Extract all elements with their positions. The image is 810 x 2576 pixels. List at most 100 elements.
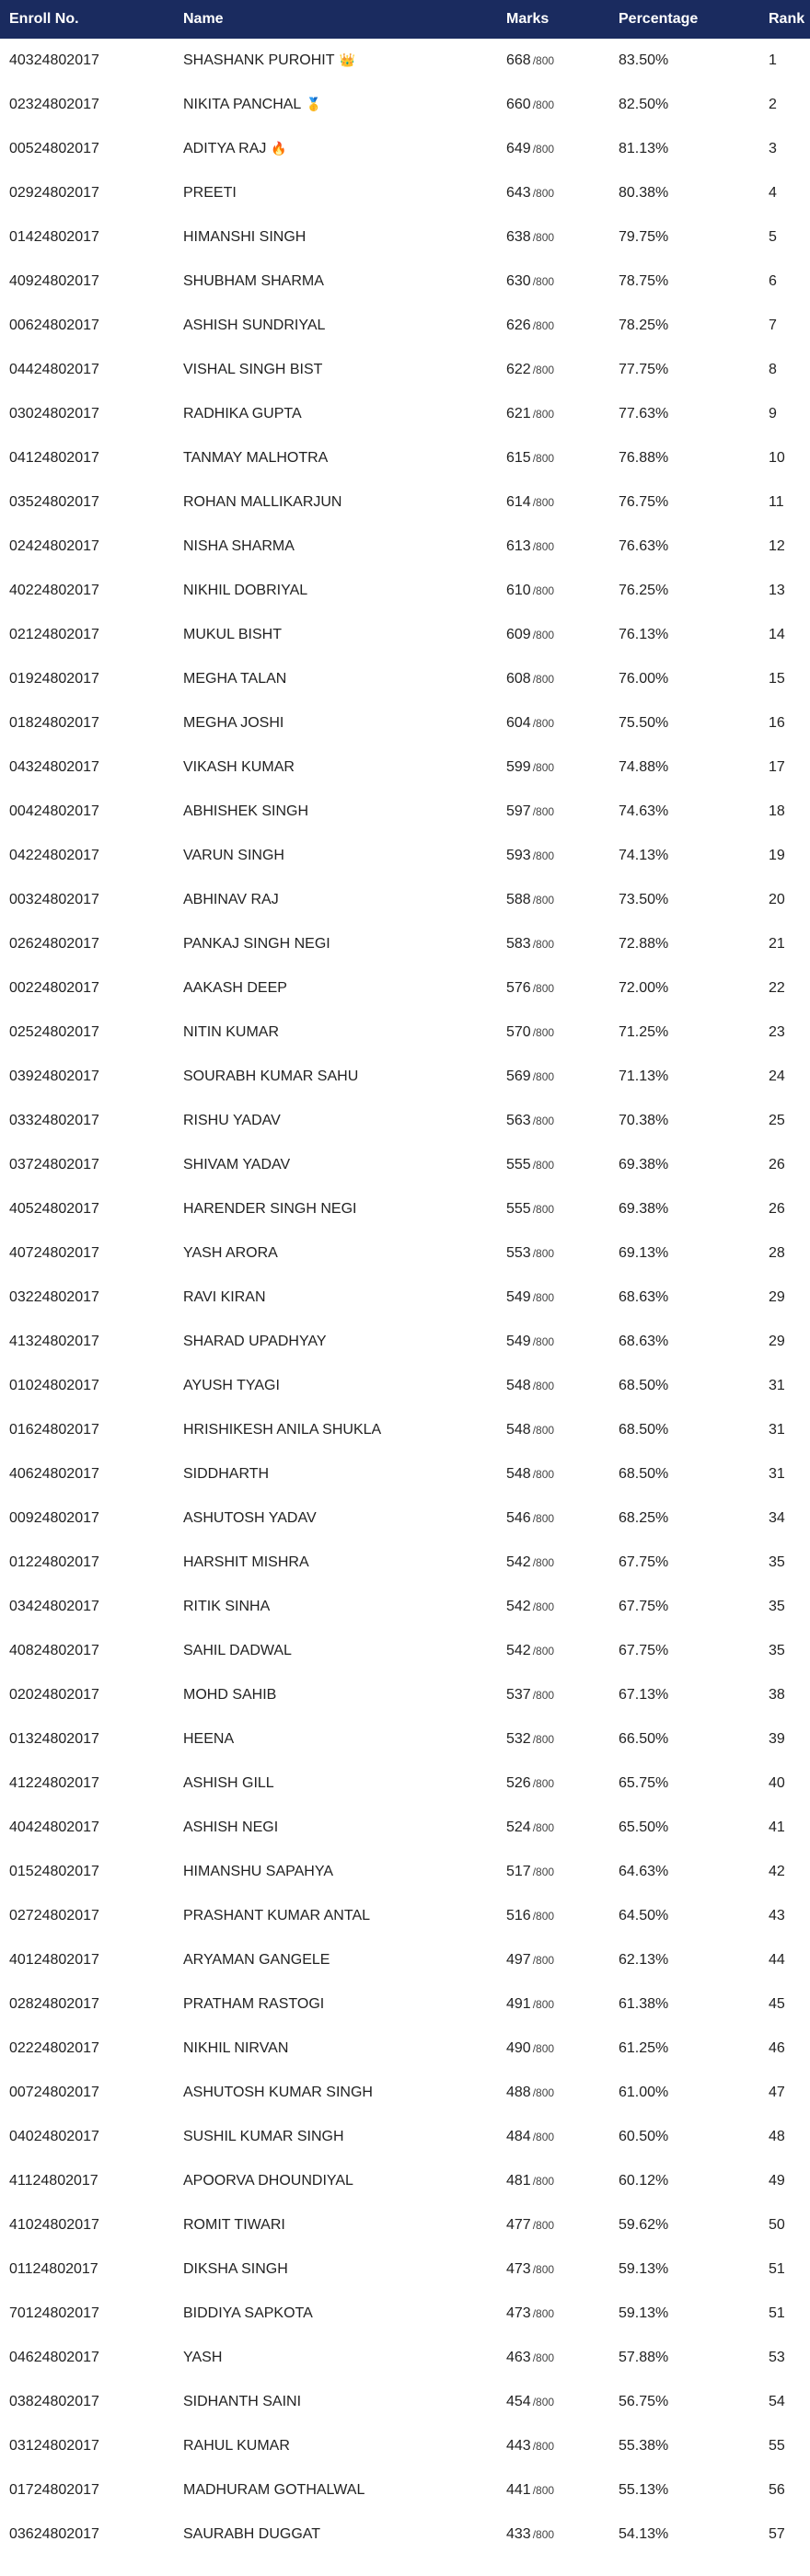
marks-total: /800 bbox=[532, 1866, 555, 1878]
marks-total: /800 bbox=[532, 1733, 555, 1746]
enroll-no-cell: 04324802017 bbox=[9, 759, 99, 775]
student-name-cell: ABHINAV RAJ bbox=[183, 878, 506, 922]
student-name: SAHIL DADWAL bbox=[183, 1643, 292, 1658]
marks-cell: 537/800 bbox=[506, 1673, 619, 1717]
student-name: AAKASH DEEP bbox=[183, 980, 287, 996]
student-name: SOURABH KUMAR SAHU bbox=[183, 1069, 359, 1084]
rank-cell: 8 bbox=[769, 362, 777, 377]
marks-cell: 490/800 bbox=[506, 2027, 619, 2071]
student-name: RADHIKA GUPTA bbox=[183, 406, 302, 422]
marks-cell: 613/800 bbox=[506, 525, 619, 569]
enroll-no-cell: 01124802017 bbox=[9, 2261, 98, 2277]
enroll-no-cell: 40424802017 bbox=[9, 1819, 99, 1835]
student-name-cell: MEGHA JOSHI bbox=[183, 701, 506, 745]
student-name: PREETI bbox=[183, 185, 237, 201]
percentage-cell: 74.63% bbox=[619, 803, 669, 819]
percentage-cell: 55.13% bbox=[619, 2482, 669, 2498]
marks-value: 433 bbox=[506, 2526, 531, 2542]
marks-total: /800 bbox=[532, 496, 555, 509]
student-name: NITIN KUMAR bbox=[183, 1024, 279, 1040]
student-name: MUKUL BISHT bbox=[183, 627, 282, 642]
rank-cell: 35 bbox=[769, 1599, 785, 1614]
marks-value: 570 bbox=[506, 1024, 531, 1040]
header-percentage: Percentage bbox=[619, 11, 699, 27]
marks-total: /800 bbox=[532, 1159, 555, 1172]
marks-total: /800 bbox=[532, 894, 555, 907]
student-name: HARSHIT MISHRA bbox=[183, 1554, 309, 1570]
student-name: HRISHIKESH ANILA SHUKLA bbox=[183, 1422, 382, 1438]
enroll-no-cell: 03024802017 bbox=[9, 406, 99, 422]
rank-badge-icon: 🥇 bbox=[306, 97, 322, 111]
enroll-no-cell: 02524802017 bbox=[9, 1024, 99, 1040]
enroll-no-cell: 00624802017 bbox=[9, 318, 99, 333]
marks-cell: 622/800 bbox=[506, 348, 619, 392]
student-name-cell: SHARAD UPADHYAY bbox=[183, 1320, 506, 1364]
marks-cell: 516/800 bbox=[506, 1894, 619, 1938]
enroll-no-cell: 04024802017 bbox=[9, 2129, 99, 2144]
header-name: Name bbox=[183, 11, 224, 27]
enroll-no-cell: 00524802017 bbox=[9, 141, 99, 156]
marks-cell: 548/800 bbox=[506, 1364, 619, 1408]
marks-total: /800 bbox=[532, 2528, 555, 2541]
enroll-no-cell: 41124802017 bbox=[9, 2173, 98, 2189]
percentage-cell: 80.38% bbox=[619, 185, 669, 201]
percentage-cell: 59.62% bbox=[619, 2217, 669, 2233]
table-row: 00224802017 AAKASH DEEP 576/800 72.00% 22 bbox=[0, 966, 810, 1011]
marks-cell: 484/800 bbox=[506, 2115, 619, 2159]
student-name: SIDDHARTH bbox=[183, 1466, 270, 1482]
rank-cell: 15 bbox=[769, 671, 785, 687]
rank-cell: 5 bbox=[769, 229, 777, 245]
percentage-cell: 74.88% bbox=[619, 759, 669, 775]
marks-total: /800 bbox=[532, 319, 555, 332]
table-row: 40224802017 NIKHIL DOBRIYAL 610/800 76.25% 1… bbox=[0, 569, 810, 613]
student-name-cell: RITIK SINHA bbox=[183, 1585, 506, 1629]
student-name-cell: PRASHANT KUMAR ANTAL bbox=[183, 1894, 506, 1938]
enroll-no-cell: 00224802017 bbox=[9, 980, 99, 996]
student-name-cell: RAVI KIRAN bbox=[183, 1276, 506, 1320]
rank-badge-icon: 🔥 bbox=[271, 141, 287, 156]
rank-cell: 23 bbox=[769, 1024, 785, 1040]
student-name-cell: ROMIT TIWARI bbox=[183, 2203, 506, 2247]
enroll-no-cell: 01524802017 bbox=[9, 1864, 99, 1879]
percentage-cell: 81.13% bbox=[619, 141, 669, 156]
table-row: 03024802017 RADHIKA GUPTA 621/800 77.63% 9 bbox=[0, 392, 810, 436]
enroll-no-cell: 04224802017 bbox=[9, 848, 99, 863]
enroll-no-cell: 02324802017 bbox=[9, 97, 99, 112]
student-name-cell: SHIVAM YADAV bbox=[183, 1143, 506, 1187]
table-row: 03124802017 RAHUL KUMAR 443/800 55.38% 55 bbox=[0, 2424, 810, 2468]
enroll-no-cell: 03324802017 bbox=[9, 1113, 99, 1128]
table-row: 02124802017 MUKUL BISHT 609/800 76.13% 14 bbox=[0, 613, 810, 657]
percentage-cell: 68.63% bbox=[619, 1334, 669, 1349]
table-row: 01324802017 HEENA 532/800 66.50% 39 bbox=[0, 1717, 810, 1762]
marks-cell: 615/800 bbox=[506, 436, 619, 480]
student-name: YASH bbox=[183, 2350, 223, 2365]
table-row: 01924802017 MEGHA TALAN 608/800 76.00% 15 bbox=[0, 657, 810, 701]
table-row: 02424802017 NISHA SHARMA 613/800 76.63% 12 bbox=[0, 525, 810, 569]
marks-value: 610 bbox=[506, 583, 531, 598]
enroll-no-cell: 40224802017 bbox=[9, 583, 99, 598]
marks-cell: 473/800 bbox=[506, 2292, 619, 2336]
table-row: 02524802017 NITIN KUMAR 570/800 71.25% 23 bbox=[0, 1011, 810, 1055]
marks-cell: 488/800 bbox=[506, 2071, 619, 2115]
marks-cell: 660/800 bbox=[506, 83, 619, 127]
marks-total: /800 bbox=[532, 2351, 555, 2364]
percentage-cell: 82.50% bbox=[619, 97, 669, 112]
marks-total: /800 bbox=[532, 98, 555, 111]
marks-value: 548 bbox=[506, 1378, 531, 1393]
marks-value: 555 bbox=[506, 1201, 531, 1217]
student-name-cell: ARYAMAN GANGELE bbox=[183, 1938, 506, 1982]
marks-total: /800 bbox=[532, 1645, 555, 1658]
marks-total: /800 bbox=[532, 143, 555, 156]
marks-total: /800 bbox=[532, 1203, 555, 1216]
percentage-cell: 71.25% bbox=[619, 1024, 669, 1040]
enroll-no-cell: 41024802017 bbox=[9, 2217, 99, 2233]
marks-cell: 454/800 bbox=[506, 2380, 619, 2424]
marks-value: 668 bbox=[506, 52, 531, 68]
marks-cell: 599/800 bbox=[506, 745, 619, 790]
marks-cell: 491/800 bbox=[506, 1982, 619, 2027]
marks-cell: 593/800 bbox=[506, 834, 619, 878]
marks-value: 621 bbox=[506, 406, 531, 422]
student-name: HIMANSHU SAPAHYA bbox=[183, 1864, 333, 1879]
marks-value: 622 bbox=[506, 362, 531, 377]
